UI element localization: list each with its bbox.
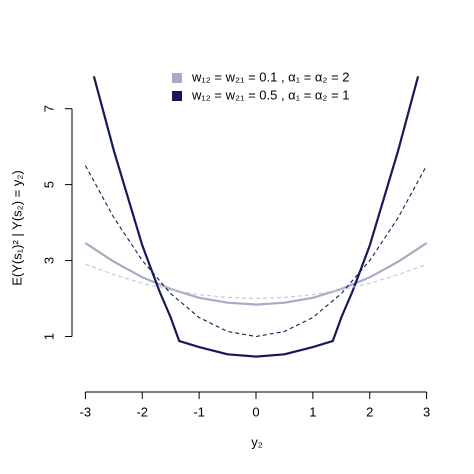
series-line: [92, 76, 420, 358]
x-tick-label: -1: [193, 404, 205, 419]
x-tick-label: 0: [252, 404, 259, 419]
legend-swatch: [172, 73, 182, 83]
legend-swatch: [172, 91, 182, 101]
x-tick-label: 1: [309, 404, 316, 419]
x-tick-label: -2: [136, 404, 148, 419]
y-tick-label: 5: [41, 181, 56, 188]
y-tick-label: 3: [41, 257, 56, 264]
series-line: [85, 263, 427, 300]
x-tick-label: -3: [80, 404, 92, 419]
x-tick-label: 3: [423, 404, 430, 419]
x-axis-label: y₂: [251, 434, 263, 449]
series-line: [84, 242, 428, 306]
legend-label: w₁₂ = w₂₁ = 0.5 , α₁ = α₂ = 1: [191, 87, 350, 102]
y-tick-label: 7: [41, 105, 56, 112]
x-tick-label: 2: [366, 404, 373, 419]
legend-label: w₁₂ = w₂₁ = 0.1 , α₁ = α₂ = 2: [191, 69, 350, 84]
y-tick-label: 1: [41, 333, 56, 340]
series-line: [84, 165, 428, 338]
y-axis-label: E(Y(s₁)² | Y(s₂) = y₂): [9, 170, 24, 285]
